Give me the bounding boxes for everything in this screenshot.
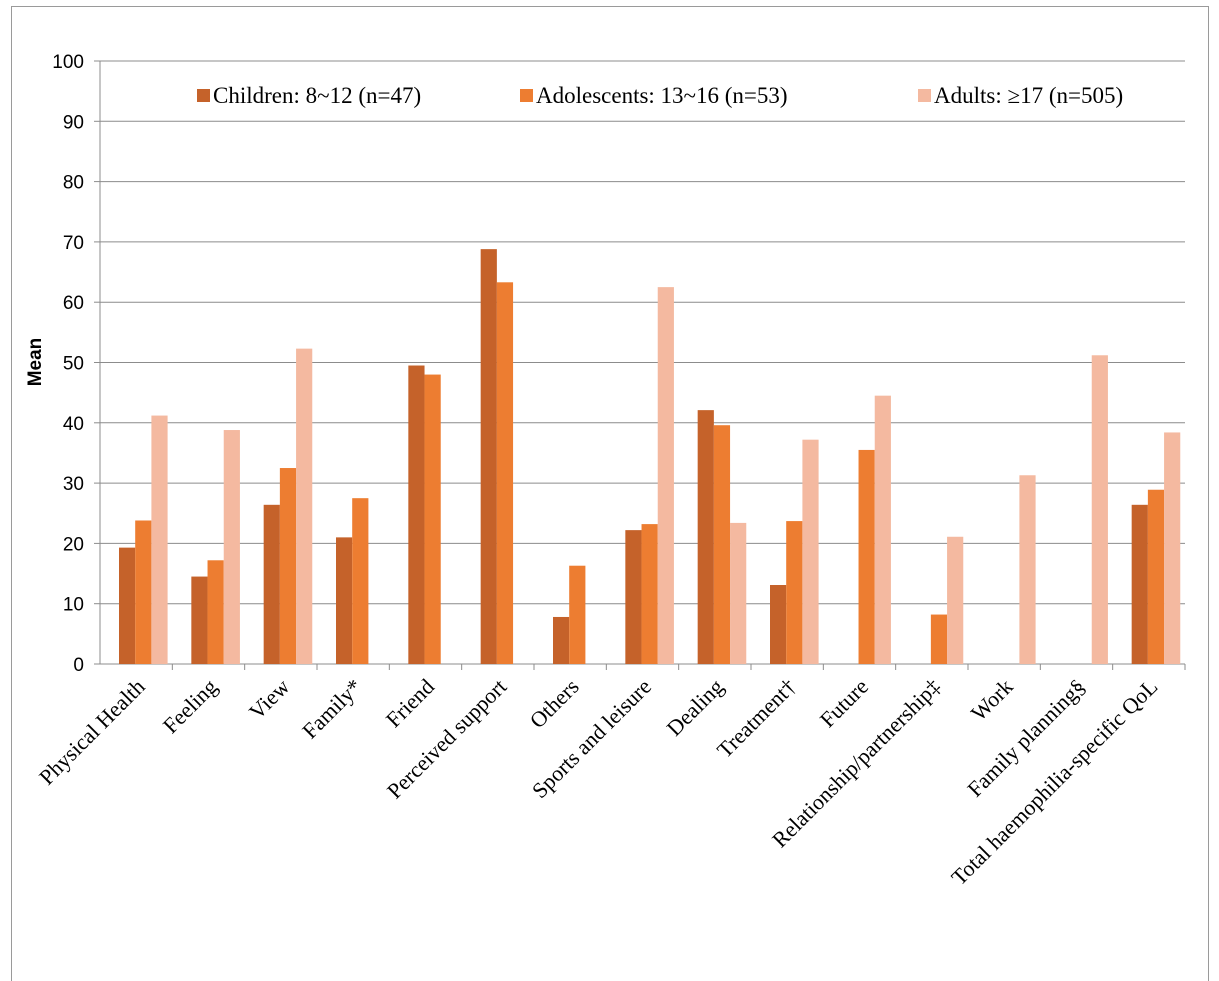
bar [802,439,819,664]
bar [279,468,297,664]
x-category-label: Feeling [158,674,222,738]
y-tick-label: 50 [63,354,84,375]
chart-frame [11,6,1209,981]
y-tick-label: 80 [63,173,84,194]
bar [770,585,787,664]
y-tick-label: 30 [63,474,84,495]
x-category-label: Physical Health [34,674,150,790]
bar [336,537,353,664]
y-tick-label: 20 [63,534,84,555]
bar [625,530,642,664]
y-tick-label: 70 [63,233,84,254]
bar [1164,432,1181,664]
bar [151,415,168,664]
legend-swatch [520,89,533,102]
legend: Children: 8~12 (n=47) Adolescents: 13~16 … [197,83,1123,108]
bar [424,374,441,664]
bar [296,348,313,664]
x-category-label: Treatment† [712,674,801,763]
bar [119,547,136,664]
bar [1019,475,1036,664]
bar [223,430,240,664]
y-tick-label: 10 [63,595,84,616]
x-category-label: Friend [381,674,439,732]
legend-label: Adults: ≥17 (n=505) [934,83,1123,108]
bar [263,504,280,664]
bar [1091,355,1108,664]
bar [191,576,208,664]
bar [135,520,152,664]
y-tick-label: 60 [63,293,84,314]
legend-swatch [197,89,210,102]
bar [569,565,586,664]
bar [730,522,747,664]
x-category-label: Dealing [661,674,728,741]
y-axis-label: Mean [25,338,46,387]
bar [657,287,674,664]
legend-label: Children: 8~12 (n=47) [213,83,421,108]
x-category-label: View [244,674,295,725]
x-category-label: Others [525,674,584,733]
bars [119,249,1181,665]
x-category-label: Work [966,674,1018,726]
bar [480,249,497,665]
bar [858,449,875,664]
bar [697,410,714,664]
y-tick-label: 0 [73,655,84,676]
legend-label: Adolescents: 13~16 (n=53) [536,83,788,108]
bar [496,282,514,664]
bar [408,365,425,664]
bar [1147,489,1165,664]
bar [1131,504,1148,664]
bar [930,614,948,664]
bar [786,521,803,664]
bar [713,425,731,664]
x-category-label: Family* [297,674,367,744]
y-tick-label: 100 [52,52,84,73]
bar [874,395,891,664]
x-category-label: Future [815,674,873,732]
legend-swatch [918,89,931,102]
y-tick-label: 90 [63,112,84,133]
bar [207,560,224,664]
bar [947,536,964,664]
y-tick-labels: 0 10 20 30 40 50 60 70 80 90 100 [52,52,84,676]
y-tick-label: 40 [63,414,84,435]
bar [553,616,570,664]
bar [641,524,658,664]
bar [352,498,369,664]
x-category-labels: Physical Health Feeling View Family* FriendP… [34,674,1162,890]
